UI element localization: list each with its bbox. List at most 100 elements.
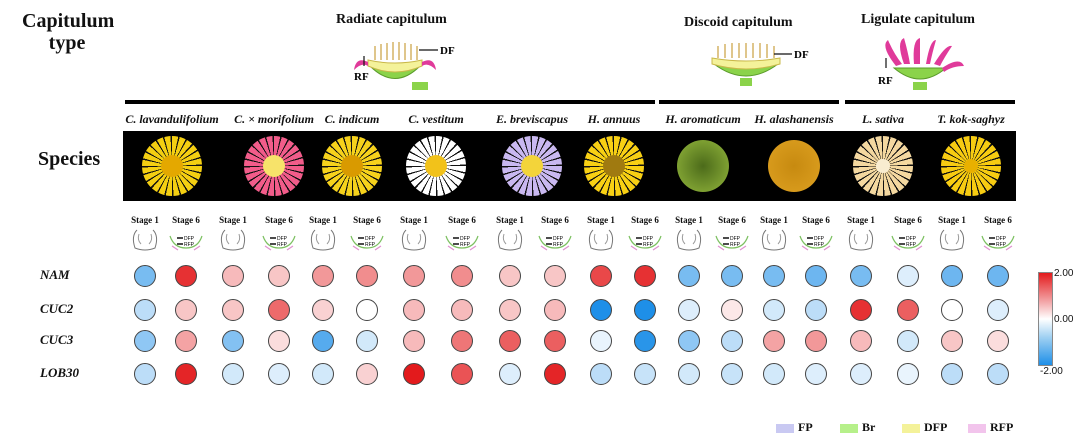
group-title-ligulate: Ligulate capitulum: [861, 12, 975, 27]
group-title-discoid: Discoid capitulum: [684, 15, 793, 30]
diagram-label-dfp: DFP: [814, 236, 825, 242]
stage-label: Stage 6: [448, 215, 476, 225]
legend-swatch-rfp: [968, 424, 986, 433]
expression-dot: [897, 265, 919, 287]
diagram-label-dfp: DFP: [553, 236, 564, 242]
capitulum-label-line1: Capitulum: [22, 10, 115, 32]
diagram-label-dfp: DFP: [460, 236, 471, 242]
stage-label: Stage 1: [675, 215, 703, 225]
stage-label: Stage 1: [938, 215, 966, 225]
expression-dot: [499, 330, 521, 352]
expression-dot: [634, 330, 656, 352]
stage-label: Stage 6: [984, 215, 1012, 225]
diagram-label-dfp: DFP: [184, 236, 195, 242]
legend-label-br: Br: [862, 420, 876, 434]
radiate-df-label: DF: [440, 45, 455, 57]
stage-label: Stage 1: [496, 215, 524, 225]
expression-dot: [678, 265, 700, 287]
stage-label: Stage 6: [802, 215, 830, 225]
expression-dot: [499, 265, 521, 287]
species-name: C. indicum: [324, 112, 380, 126]
group-line-ligulate: [845, 100, 1015, 104]
gene-label-lob30: LOB30: [40, 365, 79, 380]
expression-dot: [134, 330, 156, 352]
expression-dot: [634, 363, 656, 385]
flower-center: [161, 155, 183, 177]
radiate-capitulum-diagram: DF RF: [354, 42, 455, 90]
expression-dot: [678, 363, 700, 385]
stage-label: Stage 6: [541, 215, 569, 225]
expression-dot: [941, 330, 963, 352]
legend-label-fp: FP: [798, 420, 813, 434]
diagram-label-rfp: RFP: [730, 242, 741, 248]
expression-dot: [850, 299, 872, 321]
expression-dot: [763, 299, 785, 321]
expression-dot: [222, 330, 244, 352]
expression-dot: [590, 265, 612, 287]
expression-dot: [222, 299, 244, 321]
ligulate-rf-label: RF: [878, 75, 893, 87]
diagram-label-rfp: RFP: [906, 242, 917, 248]
ligulate-capitulum-diagram: RF: [878, 38, 964, 90]
scale-min-label: -2.00: [1040, 366, 1063, 377]
expression-dot: [805, 363, 827, 385]
flower-center: [425, 155, 447, 177]
expression-dot: [312, 299, 334, 321]
gene-label-cuc2: CUC2: [40, 301, 74, 316]
stage-label: Stage 1: [847, 215, 875, 225]
stage1-diagram: [676, 229, 702, 251]
stage-label: Stage 1: [400, 215, 428, 225]
expression-dot: [268, 299, 290, 321]
species-name: H. annuus: [587, 112, 641, 126]
expression-dot: [850, 330, 872, 352]
expression-dot: [544, 363, 566, 385]
expression-dot: [763, 330, 785, 352]
flower-center: [964, 159, 978, 173]
expression-dot: [987, 299, 1009, 321]
flower-image: [677, 140, 729, 192]
stage1-diagram: [848, 229, 874, 251]
expression-dot: [987, 265, 1009, 287]
species-name: T. kok-saghyz: [937, 112, 1005, 126]
group-line-discoid: [659, 100, 839, 104]
expression-dot: [634, 265, 656, 287]
species-name: L. sativa: [862, 112, 904, 126]
expression-dot: [175, 265, 197, 287]
expression-dot: [134, 265, 156, 287]
expression-dot: [590, 363, 612, 385]
scale-max-label: 2.00: [1054, 268, 1074, 279]
expression-dot: [897, 330, 919, 352]
stage-label: Stage 1: [309, 215, 337, 225]
legend-swatch-fp: [776, 424, 794, 433]
flower-image: [768, 140, 820, 192]
expression-dot: [763, 265, 785, 287]
expression-dot: [805, 265, 827, 287]
species-name: C. × morifolium: [234, 112, 314, 126]
flower-center: [876, 159, 890, 173]
expression-dot: [268, 330, 290, 352]
legend-swatch-dfp: [902, 424, 920, 433]
group-line-radiate: [125, 100, 655, 104]
expression-dot: [897, 299, 919, 321]
capitulum-label-line2: type: [48, 32, 86, 54]
expression-dot: [590, 330, 612, 352]
gene-label-cuc3: CUC3: [40, 332, 74, 347]
expression-dot: [268, 265, 290, 287]
expression-dot: [499, 363, 521, 385]
expression-dot: [356, 330, 378, 352]
expression-dot: [987, 330, 1009, 352]
expression-dot: [268, 363, 290, 385]
diagram-label-rfp: RFP: [553, 242, 564, 248]
expression-dot: [721, 363, 743, 385]
expression-dot: [544, 265, 566, 287]
expression-dot: [678, 330, 700, 352]
legend-label-rfp: RFP: [990, 420, 1014, 434]
expression-dot: [356, 363, 378, 385]
expression-dot: [312, 265, 334, 287]
expression-dot: [175, 363, 197, 385]
expression-dot: [634, 299, 656, 321]
